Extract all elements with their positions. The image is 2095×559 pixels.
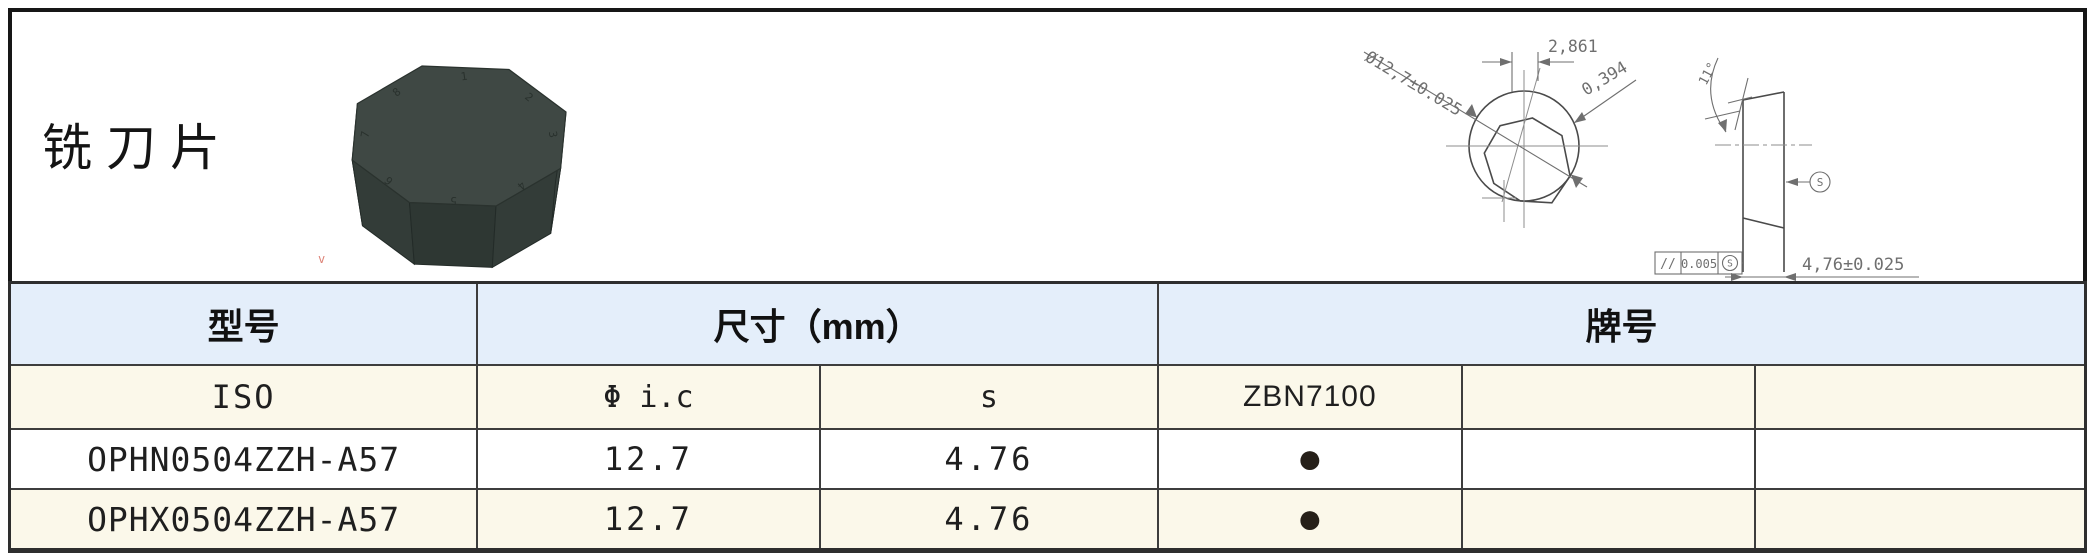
- subheader-s: s: [818, 364, 1160, 430]
- side-view-drawing: 11° S 4,76±0.025 // 0.005 S: [1654, 57, 1919, 281]
- edge-number: 3: [546, 130, 560, 139]
- spec-table: 型号 尺寸（mm） 牌号 ISO Φ i.c s ZBN7100 OPHN050…: [8, 281, 2087, 553]
- grade-dot-icon: ●: [1157, 428, 1463, 490]
- edge-number: 1: [460, 70, 468, 84]
- subheader-grade-1: ZBN7100: [1157, 364, 1463, 430]
- watermark-mark: v: [318, 252, 326, 266]
- subheader-iso: ISO: [8, 364, 479, 430]
- tolerance-symbol: //: [1660, 257, 1676, 272]
- front-width-dim: 2,861: [1548, 37, 1598, 56]
- header-grade: 牌号: [1157, 281, 2087, 366]
- subheader-grade-3: [1753, 364, 2087, 430]
- insert-body: [351, 65, 567, 269]
- ic-cell: 12.7: [476, 488, 821, 552]
- header-dimensions: 尺寸（mm）: [476, 281, 1160, 366]
- side-angle-dim: 11°: [1696, 60, 1720, 88]
- tolerance-modifier: S: [1727, 259, 1733, 270]
- header-model: 型号: [8, 281, 479, 366]
- subheader-ic: Φ i.c: [476, 364, 821, 430]
- ic-cell: 12.7: [476, 428, 821, 490]
- side-thickness-dim: 4,76±0.025: [1802, 255, 1904, 275]
- grade-empty-cell: [1460, 488, 1756, 552]
- grade-empty-cell: [1753, 488, 2087, 552]
- product-section: 铣刀片 1 2 3 4 5 6 7 8 v: [8, 8, 2087, 281]
- s-cell: 4.76: [818, 488, 1160, 552]
- edge-number: 7: [358, 130, 372, 139]
- tolerance-frame: // 0.005 S: [1654, 251, 1743, 275]
- insert-photo: 1 2 3 4 5 6 7 8: [351, 65, 567, 269]
- grade-empty-cell: [1460, 428, 1756, 490]
- spec-table-wrap: 型号 尺寸（mm） 牌号 ISO Φ i.c s ZBN7100 OPHN050…: [8, 281, 2087, 553]
- tolerance-value: 0.005: [1681, 257, 1717, 271]
- page-title: 铣刀片: [42, 120, 234, 176]
- front-view-drawing: Ø12,7±0.025 2,861 0,394: [1362, 37, 1637, 228]
- front-diameter-dim: Ø12,7±0.025: [1362, 47, 1465, 120]
- table-row: OPHN0504ZZH-A57 12.7 4.76 ●: [8, 428, 2087, 490]
- s-cell: 4.76: [818, 428, 1160, 490]
- table-header-row: 型号 尺寸（mm） 牌号: [8, 281, 2087, 366]
- model-cell: OPHX0504ZZH-A57: [8, 488, 479, 552]
- thickness-balloon-label: S: [1817, 176, 1824, 189]
- edge-number: 5: [450, 194, 457, 207]
- table-row: OPHX0504ZZH-A57 12.7 4.76 ●: [8, 488, 2087, 552]
- front-wiper-dim: 0,394: [1578, 58, 1630, 100]
- table-subheader-row: ISO Φ i.c s ZBN7100: [8, 364, 2087, 430]
- subheader-grade-2: [1460, 364, 1756, 430]
- model-cell: OPHN0504ZZH-A57: [8, 428, 479, 490]
- grade-dot-icon: ●: [1157, 488, 1463, 552]
- grade-empty-cell: [1753, 428, 2087, 490]
